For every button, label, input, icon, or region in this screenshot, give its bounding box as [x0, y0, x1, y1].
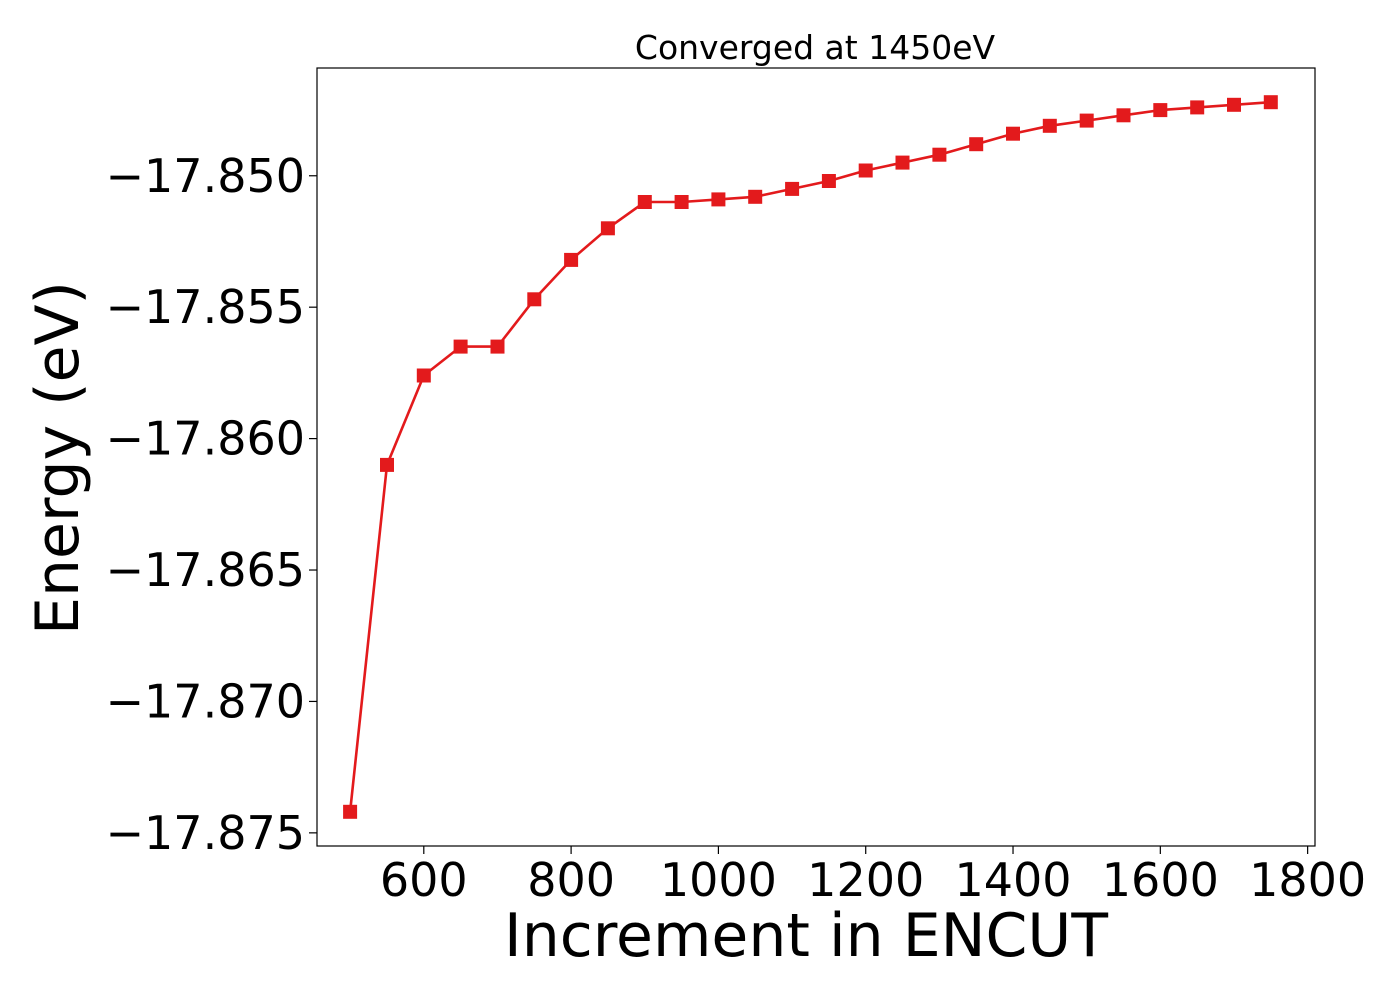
x-tick-label: 800 — [527, 853, 615, 907]
data-point — [1042, 118, 1057, 133]
x-axis: 600 800 1000 1200 1400 1600 1800 — [380, 846, 1366, 907]
data-point — [748, 189, 763, 204]
x-tick-label: 1800 — [1249, 853, 1366, 907]
data-point — [895, 155, 910, 170]
y-tick-label: −17.865 — [106, 543, 306, 597]
data-point — [1263, 95, 1278, 110]
data-point — [1079, 113, 1094, 128]
data-point — [637, 195, 652, 209]
y-tick-label: −17.875 — [106, 806, 306, 860]
y-tick-label: −17.850 — [106, 149, 306, 203]
data-point — [1227, 97, 1241, 112]
x-axis-label: Increment in ENCUT — [504, 901, 1108, 971]
data-point — [858, 163, 873, 178]
data-point — [564, 252, 579, 267]
data-point — [711, 192, 726, 207]
series-line — [348, 100, 1271, 812]
data-point — [674, 195, 689, 209]
data-point — [969, 137, 984, 152]
data-point — [1006, 126, 1020, 141]
data-point — [527, 292, 542, 307]
data-point — [1190, 100, 1205, 115]
data-point — [932, 147, 947, 162]
data-point — [416, 368, 431, 383]
data-point — [821, 174, 836, 188]
data-point — [1116, 108, 1131, 123]
data-point — [380, 457, 394, 472]
data-point — [490, 339, 505, 354]
data-point — [1153, 103, 1168, 118]
y-tick-label: −17.855 — [106, 280, 306, 334]
plot-frame — [316, 67, 1316, 847]
x-tick-label: 1000 — [660, 853, 777, 907]
y-tick-label: −17.870 — [106, 674, 306, 728]
x-tick-label: 1400 — [954, 853, 1071, 907]
y-axis-label: Energy (eV) — [23, 281, 93, 635]
data-point — [453, 339, 468, 354]
x-tick-label: 1200 — [807, 853, 924, 907]
y-axis: −17.850 −17.855 −17.860 −17.865 −17.870 −17.8… — [106, 149, 317, 860]
data-point — [600, 221, 615, 236]
y-tick-label: −17.860 — [106, 412, 306, 466]
data-point — [785, 181, 800, 196]
data-point — [343, 804, 358, 819]
series-layer — [343, 95, 1278, 819]
chart-title: Converged at 1450eV — [635, 28, 996, 67]
x-tick-label: 1600 — [1102, 853, 1219, 907]
x-tick-label: 600 — [380, 853, 468, 907]
